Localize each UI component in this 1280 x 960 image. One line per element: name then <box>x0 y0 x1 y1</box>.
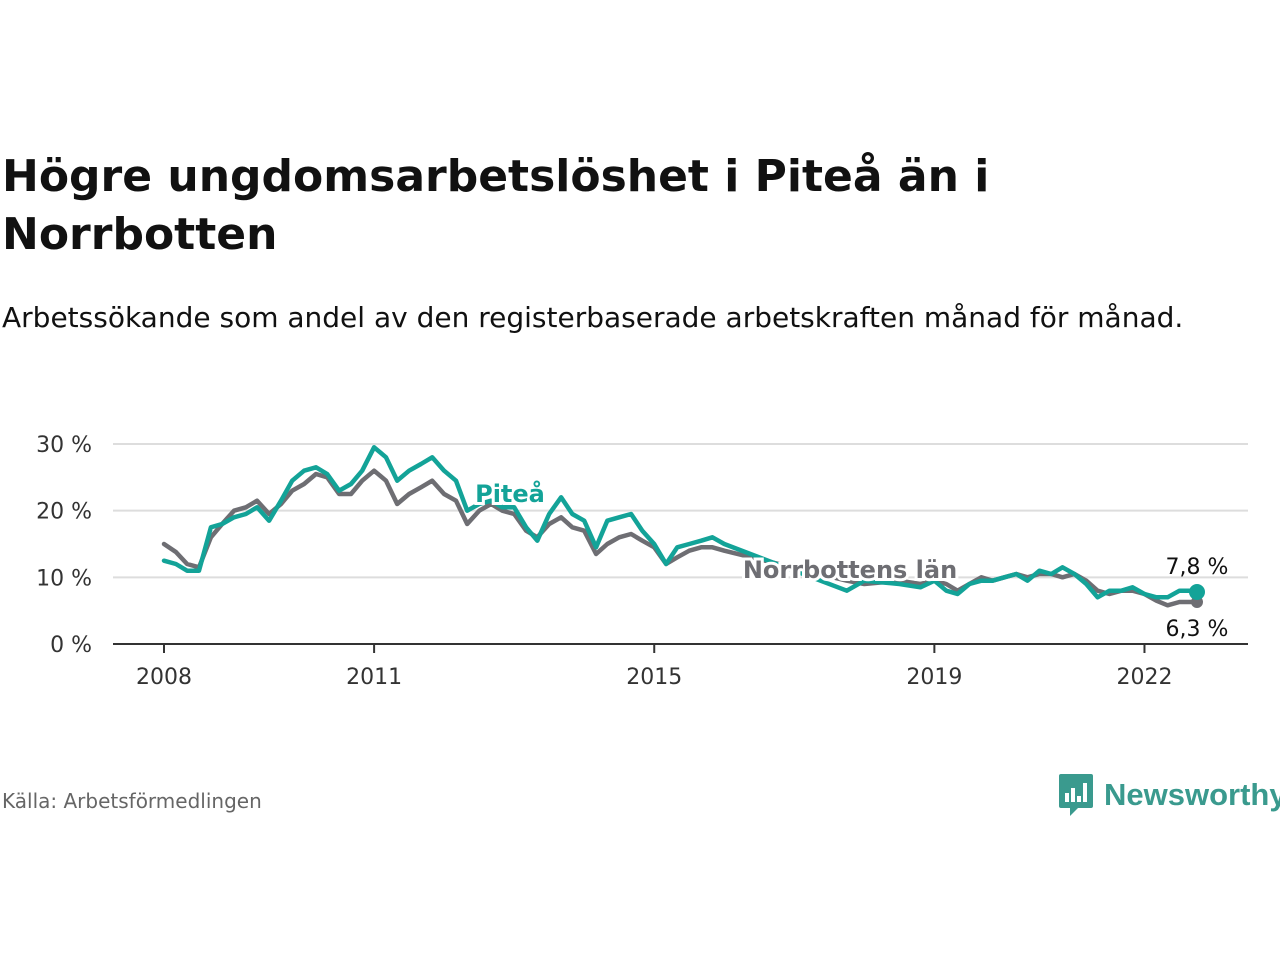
x-tick-label: 2008 <box>136 665 192 690</box>
series-end-point-pitea <box>1189 584 1205 600</box>
y-tick-label: 0 % <box>50 633 92 658</box>
series-line-pitea <box>161 445 1200 600</box>
newsworthy-logo[interactable]: Newsworthy <box>1058 772 1280 818</box>
end-value-label-pitea: 7,8 % <box>1166 555 1229 580</box>
y-tick-label: 10 % <box>36 566 92 591</box>
series-line-norrbotten <box>161 468 1200 608</box>
newsworthy-wordmark: Newsworthy <box>1104 777 1280 812</box>
series-label-pitea: Piteå <box>475 479 545 508</box>
chart-title: Högre ungdomsarbetslöshet i Piteå än i N… <box>2 151 990 260</box>
line-chart: 0 % 10 % 20 % 30 % 2008 2011 2015 2019 2022 Piteå… <box>36 433 1248 690</box>
x-tick-label: 2022 <box>1116 665 1172 690</box>
chart-subtitle: Arbetssökande som andel av den registerb… <box>2 301 1184 334</box>
source-note: Källa: Arbetsförmedlingen <box>2 789 262 813</box>
y-tick-label: 30 % <box>36 433 92 458</box>
series-lines <box>161 445 1205 608</box>
series-label-norrbotten: Norrbottens län <box>743 556 957 584</box>
newsworthy-logo-icon <box>1059 774 1093 816</box>
x-tick-label: 2019 <box>906 665 962 690</box>
x-tick-label: 2015 <box>626 665 682 690</box>
end-value-label-norrbotten: 6,3 % <box>1166 617 1229 642</box>
y-tick-label: 20 % <box>36 500 92 525</box>
x-tick-label: 2011 <box>346 665 402 690</box>
labels: 0 % 10 % 20 % 30 % 2008 2011 2015 2019 2022 Piteå… <box>36 433 1228 690</box>
x-axis <box>113 643 1248 653</box>
